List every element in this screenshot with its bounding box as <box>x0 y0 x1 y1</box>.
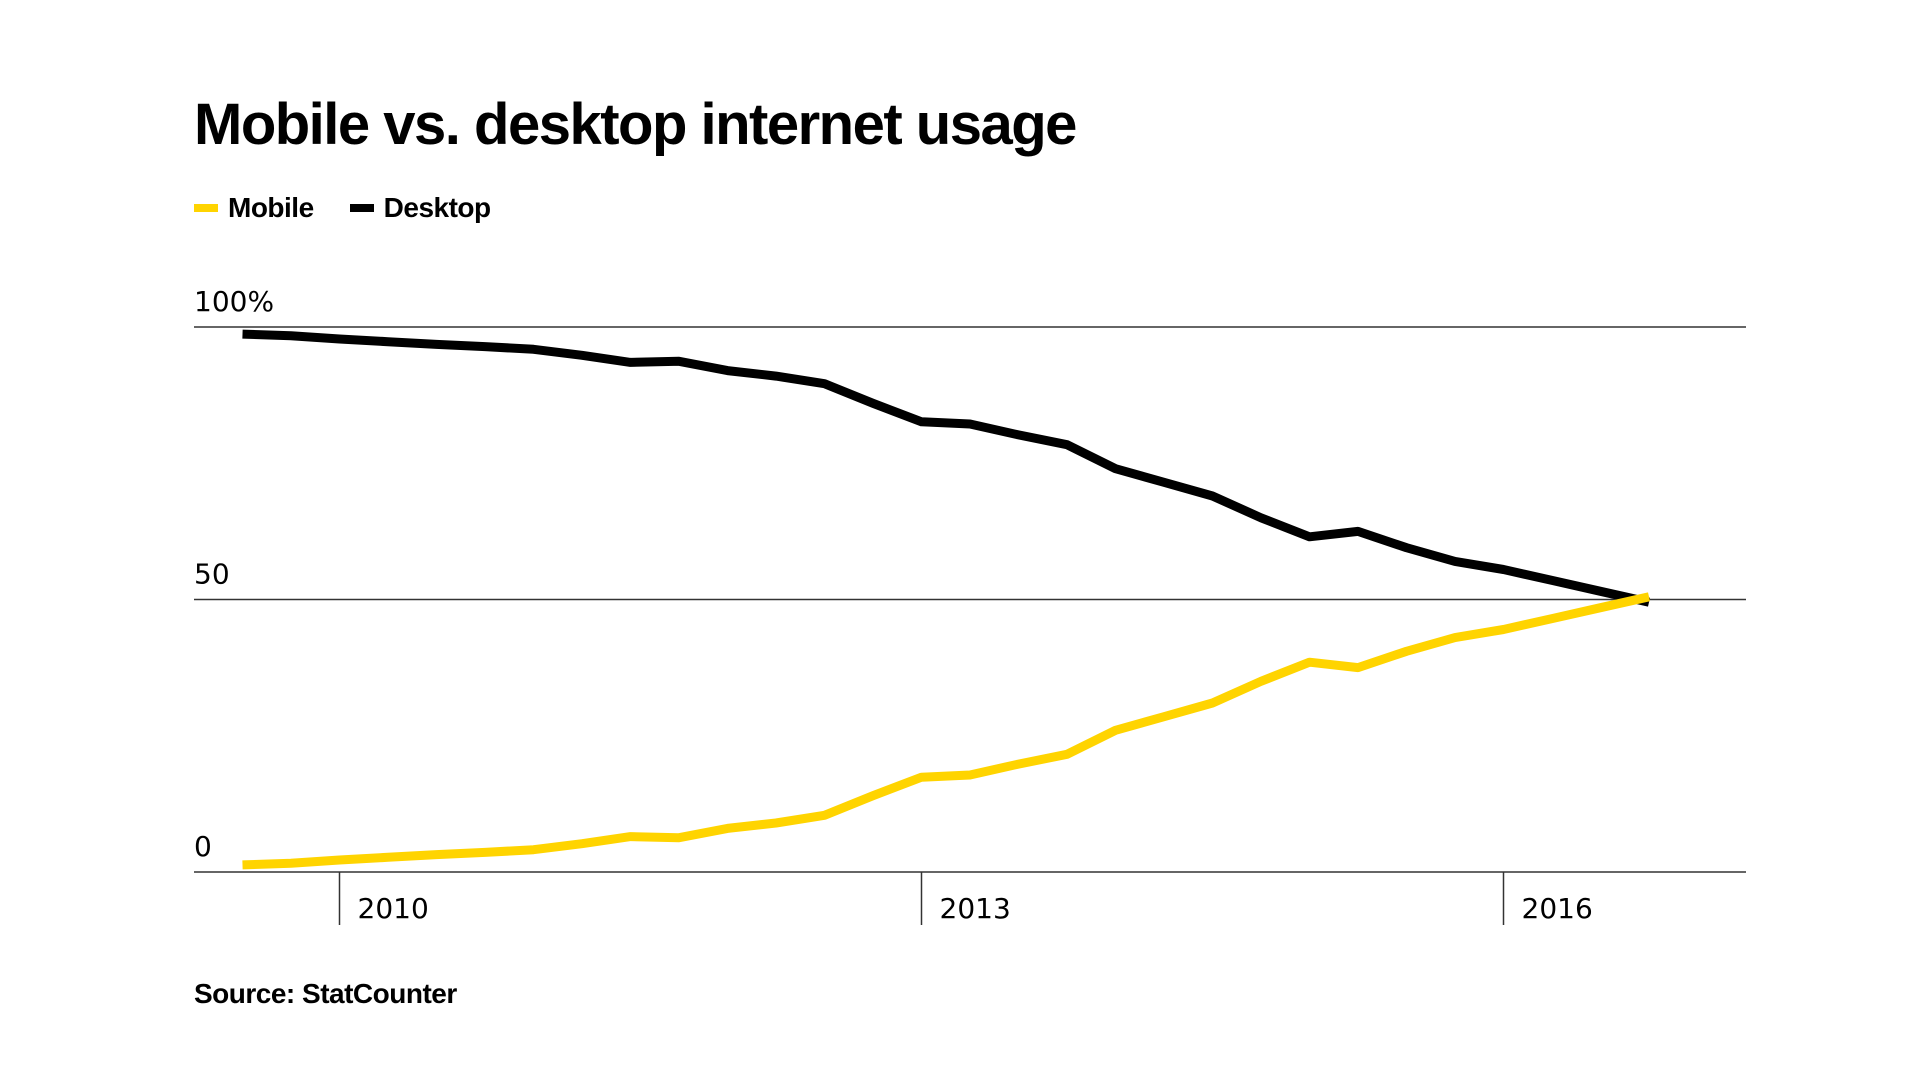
source-note: Source: StatCounter <box>194 978 457 1009</box>
series-line-desktop <box>242 329 1650 607</box>
x-tick-label-2: 2016 <box>1522 892 1593 925</box>
chart-legend: Mobile Desktop <box>194 192 491 224</box>
x-tick-label-0: 2010 <box>358 892 429 925</box>
legend-item-desktop: Desktop <box>349 192 491 224</box>
y-tick-label-1: 50 <box>194 558 230 591</box>
legend-label-desktop: Desktop <box>383 192 491 223</box>
legend-swatch-mobile <box>194 204 218 212</box>
legend-item-mobile: Mobile <box>194 192 314 224</box>
x-tick-label-1: 2013 <box>940 892 1011 925</box>
chart-title: Mobile vs. desktop internet usage <box>194 92 1077 157</box>
y-tick-label-0: 0 <box>194 830 212 863</box>
series-line-mobile <box>242 592 1650 870</box>
legend-swatch-desktop <box>349 204 374 212</box>
legend-label-mobile: Mobile <box>228 192 314 223</box>
y-tick-label-2: 100% <box>194 285 274 318</box>
